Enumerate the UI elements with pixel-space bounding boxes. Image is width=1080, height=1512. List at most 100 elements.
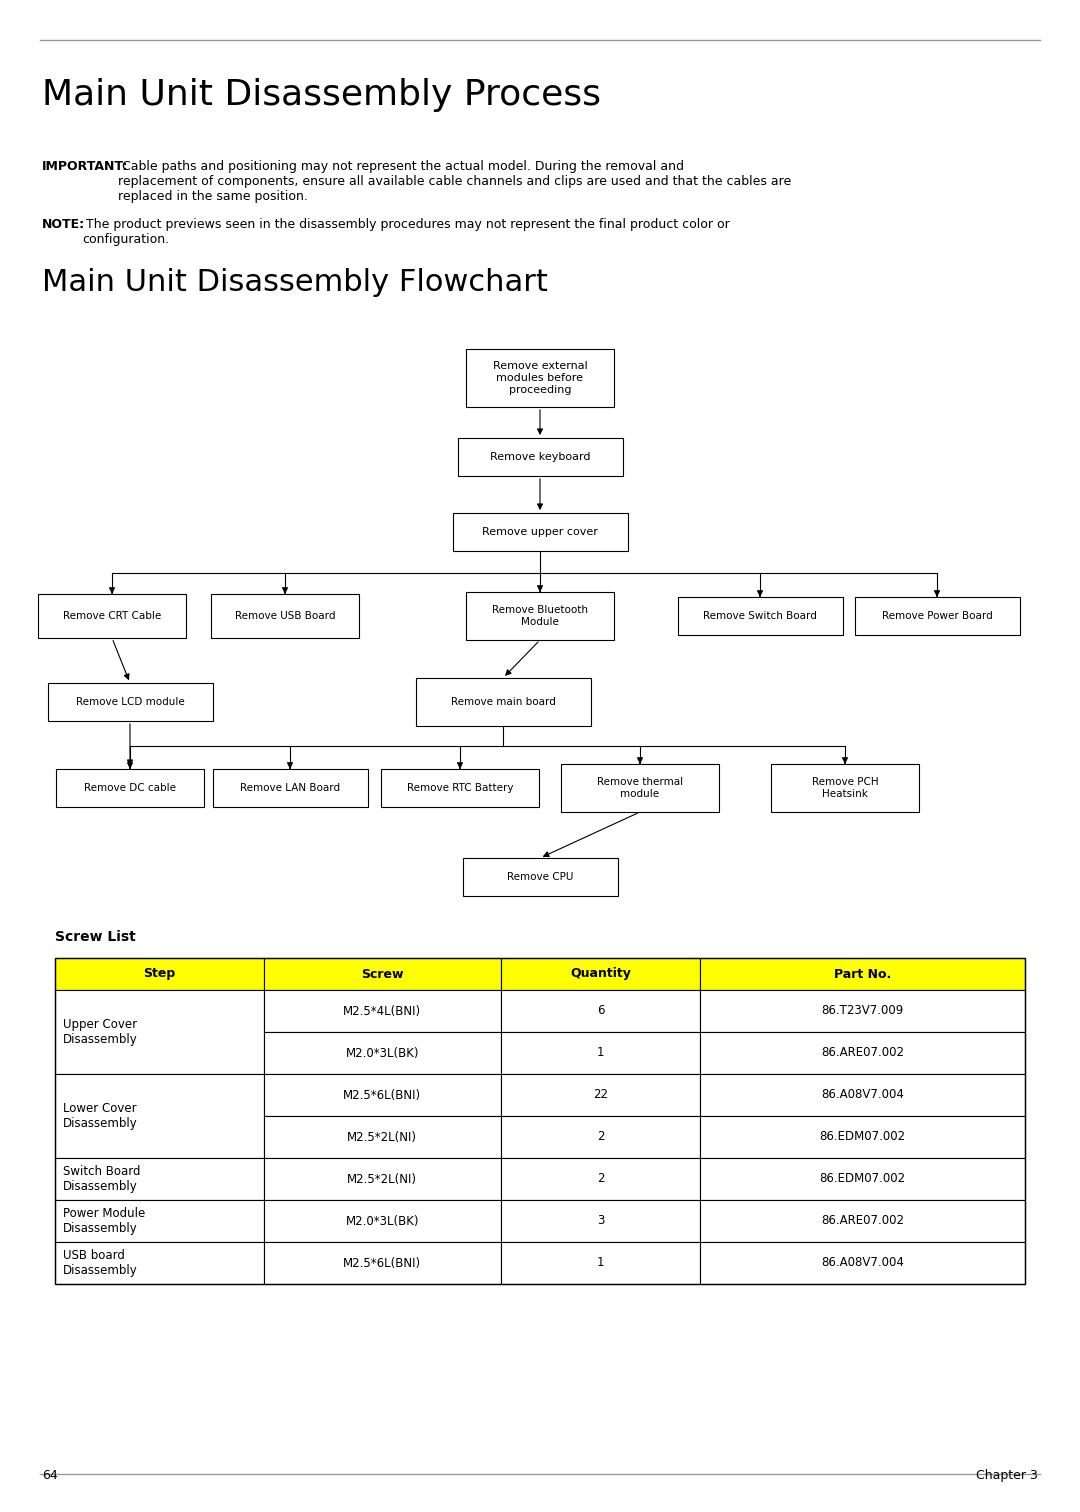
Bar	[700, 1201, 1025, 1241]
Text: 64: 64	[42, 1470, 57, 1482]
Text: Remove CPU: Remove CPU	[507, 872, 573, 881]
Bar	[700, 1074, 1025, 1116]
Text: 86.ARE07.002: 86.ARE07.002	[821, 1214, 904, 1228]
Text: 86.EDM07.002: 86.EDM07.002	[820, 1172, 906, 1185]
Text: 2: 2	[597, 1172, 605, 1185]
Bar	[381, 770, 539, 807]
Bar	[264, 1074, 501, 1116]
Text: The product previews seen in the disassembly procedures may not represent the fi: The product previews seen in the disasse…	[82, 218, 730, 246]
Text: 86.ARE07.002: 86.ARE07.002	[821, 1046, 904, 1060]
Bar	[48, 683, 213, 721]
Bar	[561, 764, 719, 812]
Bar	[677, 597, 842, 635]
Bar	[700, 959, 1025, 990]
Bar	[501, 1158, 700, 1201]
Bar	[55, 1201, 264, 1241]
Bar	[55, 959, 264, 990]
Text: IMPORTANT:: IMPORTANT:	[42, 160, 129, 172]
Bar	[264, 1241, 501, 1284]
Text: M2.5*6L(BNI): M2.5*6L(BNI)	[343, 1089, 421, 1102]
Text: M2.0*3L(BK): M2.0*3L(BK)	[346, 1046, 419, 1060]
Text: 1: 1	[597, 1256, 605, 1270]
Bar	[264, 1033, 501, 1074]
Text: Remove CRT Cable: Remove CRT Cable	[63, 611, 161, 621]
Text: Chapter 3: Chapter 3	[976, 1470, 1038, 1482]
Bar	[38, 594, 186, 638]
Bar	[700, 1241, 1025, 1284]
Bar	[264, 990, 501, 1033]
Text: USB board
Disassembly: USB board Disassembly	[63, 1249, 138, 1278]
Bar	[501, 1033, 700, 1074]
Text: Remove thermal
module: Remove thermal module	[597, 777, 683, 798]
Bar	[700, 990, 1025, 1033]
Bar	[213, 770, 367, 807]
Bar	[55, 1074, 264, 1158]
Bar	[501, 959, 700, 990]
Bar	[55, 1241, 264, 1284]
Bar	[700, 1033, 1025, 1074]
Text: Remove Power Board: Remove Power Board	[881, 611, 993, 621]
Text: Remove Bluetooth
Module: Remove Bluetooth Module	[492, 605, 588, 627]
Text: Main Unit Disassembly Process: Main Unit Disassembly Process	[42, 79, 600, 112]
Bar	[700, 1116, 1025, 1158]
Text: 1: 1	[597, 1046, 605, 1060]
Text: Main Unit Disassembly Flowchart: Main Unit Disassembly Flowchart	[42, 268, 548, 296]
Text: 86.EDM07.002: 86.EDM07.002	[820, 1131, 906, 1143]
Text: 2: 2	[597, 1131, 605, 1143]
Text: NOTE:: NOTE:	[42, 218, 85, 231]
Bar	[501, 1241, 700, 1284]
Text: Step: Step	[144, 968, 175, 980]
Text: Remove main board: Remove main board	[450, 697, 555, 708]
Text: Screw List: Screw List	[55, 930, 136, 943]
Text: 86.A08V7.004: 86.A08V7.004	[821, 1256, 904, 1270]
Bar	[55, 990, 264, 1074]
Text: Remove LCD module: Remove LCD module	[76, 697, 185, 708]
Bar	[465, 593, 615, 640]
Bar	[264, 1201, 501, 1241]
Bar	[264, 959, 501, 990]
Text: Quantity: Quantity	[570, 968, 631, 980]
Bar	[458, 438, 622, 476]
Text: Remove RTC Battery: Remove RTC Battery	[407, 783, 513, 792]
Text: 86.T23V7.009: 86.T23V7.009	[822, 1004, 904, 1018]
Bar	[854, 597, 1020, 635]
Text: Remove PCH
Heatsink: Remove PCH Heatsink	[812, 777, 878, 798]
Bar	[501, 1074, 700, 1116]
Text: Remove Switch Board: Remove Switch Board	[703, 611, 816, 621]
Text: Remove LAN Board: Remove LAN Board	[240, 783, 340, 792]
Bar	[453, 513, 627, 550]
Bar	[264, 1116, 501, 1158]
Text: M2.5*6L(BNI): M2.5*6L(BNI)	[343, 1256, 421, 1270]
Bar	[56, 770, 204, 807]
Text: Cable paths and positioning may not represent the actual model. During the remov: Cable paths and positioning may not repr…	[118, 160, 792, 203]
Bar	[501, 1116, 700, 1158]
Bar	[55, 959, 1025, 1284]
Text: Remove USB Board: Remove USB Board	[234, 611, 335, 621]
Bar	[462, 857, 618, 897]
Text: Remove external
modules before
proceeding: Remove external modules before proceedin…	[492, 361, 588, 395]
Bar	[211, 594, 359, 638]
Text: M2.5*2L(NI): M2.5*2L(NI)	[348, 1131, 417, 1143]
Text: Remove upper cover: Remove upper cover	[482, 528, 598, 537]
Bar	[264, 1158, 501, 1201]
Bar	[700, 1158, 1025, 1201]
Text: Remove keyboard: Remove keyboard	[489, 452, 591, 463]
Text: M2.5*4L(BNI): M2.5*4L(BNI)	[343, 1004, 421, 1018]
Bar	[416, 677, 591, 726]
Text: 86.A08V7.004: 86.A08V7.004	[821, 1089, 904, 1102]
Text: Switch Board
Disassembly: Switch Board Disassembly	[63, 1166, 140, 1193]
Text: M2.5*2L(NI): M2.5*2L(NI)	[348, 1172, 417, 1185]
Bar	[771, 764, 919, 812]
Bar	[501, 1201, 700, 1241]
Text: 6: 6	[597, 1004, 605, 1018]
Text: M2.0*3L(BK): M2.0*3L(BK)	[346, 1214, 419, 1228]
Bar	[465, 349, 615, 407]
Text: Power Module
Disassembly: Power Module Disassembly	[63, 1207, 145, 1235]
Bar	[55, 1158, 264, 1201]
Text: 3: 3	[597, 1214, 605, 1228]
Text: Part No.: Part No.	[834, 968, 891, 980]
Text: Upper Cover
Disassembly: Upper Cover Disassembly	[63, 1018, 138, 1046]
Bar	[501, 990, 700, 1033]
Text: Screw: Screw	[361, 968, 404, 980]
Text: 22: 22	[593, 1089, 608, 1102]
